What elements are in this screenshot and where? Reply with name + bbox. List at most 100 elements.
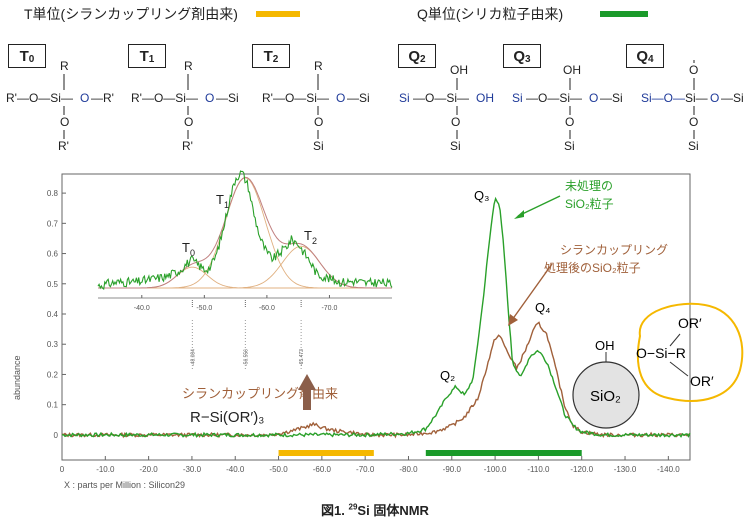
svg-text:R: R xyxy=(60,60,69,73)
y-tick-label: 0.3 xyxy=(47,340,59,349)
t-units-color-bar xyxy=(256,11,300,17)
agent-formula: R−Si(OR′)₃ xyxy=(190,409,264,426)
peak-label-q2: Q₂ xyxy=(440,368,455,383)
svg-text:Q₃: Q₃ xyxy=(474,188,489,203)
svg-text:—Si: —Si xyxy=(347,91,370,105)
x-tick-label: -60.0 xyxy=(313,465,332,474)
svg-text:Si: Si xyxy=(688,139,699,153)
x-axis-label: X : parts per Million : Silicon29 xyxy=(64,480,185,490)
svg-text:O: O xyxy=(451,115,460,129)
inset-measured xyxy=(97,170,393,290)
y-tick-label: 0.4 xyxy=(47,310,59,319)
y-tick-label: 0.7 xyxy=(47,219,59,228)
t-units-title: T単位(シランカップリング剤由来) xyxy=(24,6,238,22)
x-tick-label: -70.0 xyxy=(356,465,375,474)
x-tick-label: -10.0 xyxy=(96,465,115,474)
peak-label-q4: Q₄ xyxy=(535,300,550,315)
x-tick-label: 0 xyxy=(60,465,65,474)
svg-text:O: O xyxy=(689,63,698,77)
oh-label: OH xyxy=(595,338,615,353)
coupling-group-outline xyxy=(636,302,744,402)
svg-text:R'—O—Si—: R'—O—Si— xyxy=(131,91,198,105)
svg-text:—O—Si—: —O—Si— xyxy=(526,91,582,105)
untreated-label-line2: SiO₂粒子 xyxy=(565,196,614,211)
treated-arrowhead xyxy=(508,314,518,326)
svg-text:—Si: —Si xyxy=(216,91,239,105)
inset-x-tick-label: -60.0 xyxy=(259,305,275,312)
sio2-surface-diagram: SiO₂ OH O−Si−R OR′ OR′ xyxy=(572,302,744,429)
lower-bond xyxy=(669,361,689,377)
y-tick-label: 0.5 xyxy=(47,280,59,289)
svg-text:Si—: Si— xyxy=(685,91,708,105)
svg-text:R'—O—Si—: R'—O—Si— xyxy=(6,91,73,105)
q-units-color-bar xyxy=(600,11,648,17)
x-ticks: 0 -10.0 -20.0 -30.0 -40.0 -50.0 -60.0 -70.0 -80.… xyxy=(60,456,680,474)
svg-text:O: O xyxy=(80,91,89,105)
structure-t2: R R'—O—Si— O —Si O Si xyxy=(262,60,370,153)
svg-text:R: R xyxy=(314,60,323,73)
agent-up-arrow-shaft xyxy=(303,388,311,410)
svg-text:Si: Si xyxy=(399,91,410,105)
x-tick-label: -120.0 xyxy=(570,465,593,474)
svg-text:—O—Si—: —O—Si— xyxy=(413,91,469,105)
svg-text:—Si: —Si xyxy=(600,91,623,105)
inset-x-tick-label: -70.0 xyxy=(321,305,337,312)
structure-t0: R R'—O—Si— O —R' O R' xyxy=(6,60,114,153)
treated-label-line2: 処理後のSiO₂粒子 xyxy=(544,260,641,275)
x-tick-label: -110.0 xyxy=(527,465,550,474)
y-axis-label: abundance xyxy=(12,355,22,400)
x-tick-label: -80.0 xyxy=(399,465,418,474)
svg-text:Si: Si xyxy=(450,139,461,153)
y-ticks: 0 0.1 0.2 0.3 0.4 0.5 0.6 0.7 0.8 xyxy=(47,189,66,440)
series-untreated-sio2 xyxy=(61,196,691,438)
agent-up-arrow-head xyxy=(298,374,316,390)
inset-x-tick-label: -40.0 xyxy=(134,305,150,312)
svg-text:R: R xyxy=(184,60,193,73)
untreated-label-line1: 未処理の xyxy=(565,179,613,193)
svg-text:Si: Si xyxy=(564,139,575,153)
t-unit-range-bar xyxy=(278,450,374,456)
inset-spectrum: -40.0 -50.0 -60.0 -70.0 -48.084 -56.556 -65.4… xyxy=(97,170,393,370)
x-tick-label: -130.0 xyxy=(614,465,637,474)
untreated-arrow xyxy=(517,195,561,217)
inset-peak-markers: -48.084 -56.556 -65.473 xyxy=(190,300,305,370)
svg-text:OH: OH xyxy=(563,63,581,77)
untreated-arrowhead xyxy=(514,210,524,219)
coupling-group-main: O−Si−R xyxy=(636,345,686,361)
svg-text:R'—O—Si—: R'—O—Si— xyxy=(262,91,329,105)
svg-text:R': R' xyxy=(58,139,69,153)
svg-text:—R': —R' xyxy=(91,91,114,105)
y-tick-label: 0 xyxy=(54,431,59,440)
x-tick-label: -90.0 xyxy=(443,465,462,474)
q-units-title: Q単位(シリカ粒子由来) xyxy=(417,6,564,22)
x-tick-label: -100.0 xyxy=(484,465,507,474)
structure-q4: Si O Si—O— Si— O —Si O Si xyxy=(641,60,744,153)
inset-x-ticks: -40.0 -50.0 -60.0 -70.0 xyxy=(134,295,338,312)
svg-text:O: O xyxy=(314,115,323,129)
inset-peak-value: -56.556 xyxy=(243,349,249,366)
svg-text:O: O xyxy=(689,115,698,129)
svg-text:O: O xyxy=(565,115,574,129)
sio2-core-label: SiO₂ xyxy=(590,388,621,405)
treated-label-line1: シランカップリング xyxy=(560,243,668,257)
x-tick-label: -20.0 xyxy=(140,465,159,474)
y-tick-label: 0.2 xyxy=(47,370,59,379)
y-tick-label: 0.1 xyxy=(47,401,59,410)
structure-formulas: R R'—O—Si— O —R' O R' R R'—O—Si— O —Si O… xyxy=(6,60,744,153)
x-tick-label: -50.0 xyxy=(269,465,288,474)
coupling-group-upper: OR′ xyxy=(678,315,702,331)
structure-q2: OH Si —O—Si— OH O Si xyxy=(399,63,494,153)
svg-text:Si: Si xyxy=(313,139,324,153)
x-tick-label: -40.0 xyxy=(226,465,245,474)
upper-bond xyxy=(669,333,681,347)
svg-text:O: O xyxy=(710,91,719,105)
treated-arrow xyxy=(511,263,553,321)
structure-t1: R R'—O—Si— O —Si O R' xyxy=(131,60,239,153)
peak-label-q3: Q₃ xyxy=(474,188,489,203)
inset-peak-value: -48.084 xyxy=(190,349,196,366)
q-unit-range-bar xyxy=(425,450,582,456)
inset-fit-sum xyxy=(98,176,392,289)
